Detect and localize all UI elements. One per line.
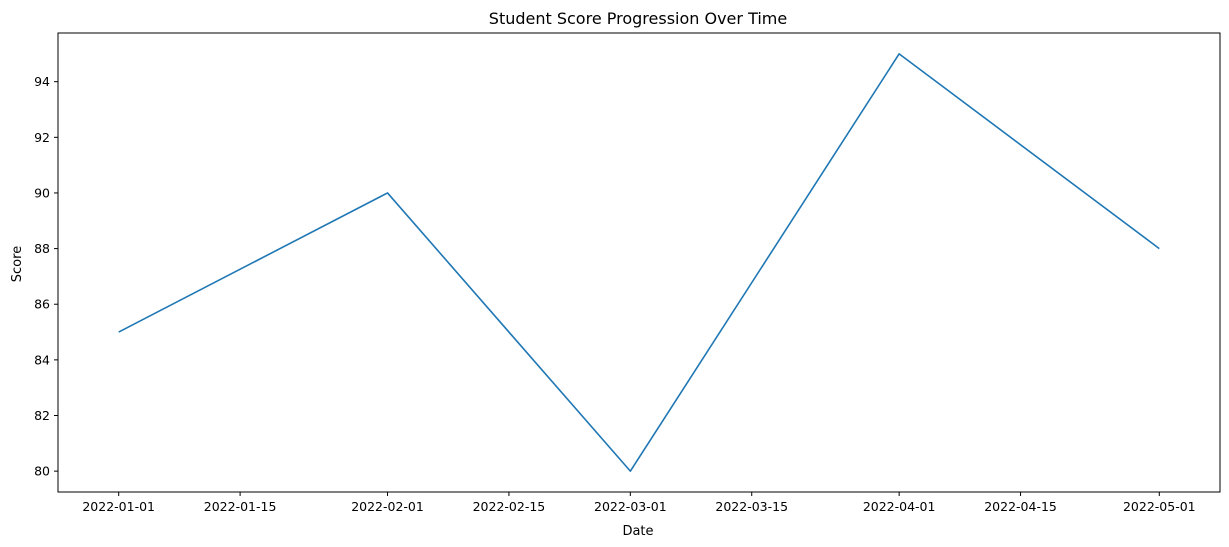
y-axis-label: Score (10, 246, 25, 282)
y-tick-label: 82 (34, 408, 50, 423)
y-tick-label: 88 (34, 241, 50, 256)
x-tick-label: 2022-04-01 (863, 499, 936, 514)
series-line (118, 53, 1160, 472)
x-tick-label: 2022-01-01 (82, 499, 155, 514)
x-tick-label: 2022-02-15 (473, 499, 546, 514)
x-tick-label: 2022-05-01 (1123, 499, 1196, 514)
x-tick-label: 2022-02-01 (351, 499, 424, 514)
y-tick-label: 90 (34, 185, 50, 200)
y-tick-label: 94 (34, 74, 50, 89)
axes-frame (57, 32, 1221, 493)
chart-title: Student Score Progression Over Time (489, 9, 787, 28)
y-tick-label: 84 (34, 352, 50, 367)
y-tick-label: 92 (34, 130, 50, 145)
y-tick-label: 86 (34, 297, 50, 312)
y-tick-label: 80 (34, 464, 50, 479)
x-axis: 2022-01-01 2022-01-15 2022-02-01 2022-02-15… (82, 492, 1196, 514)
x-tick-label: 2022-03-15 (715, 499, 788, 514)
plot-area: 2022-01-01 2022-01-15 2022-02-01 2022-02-15… (34, 32, 1221, 514)
x-tick-label: 2022-03-01 (594, 499, 667, 514)
x-tick-label: 2022-04-15 (984, 499, 1057, 514)
x-axis-label: Date (622, 524, 653, 539)
x-tick-label: 2022-01-15 (204, 499, 277, 514)
y-axis: 80 82 84 86 88 90 92 94 (34, 74, 58, 479)
